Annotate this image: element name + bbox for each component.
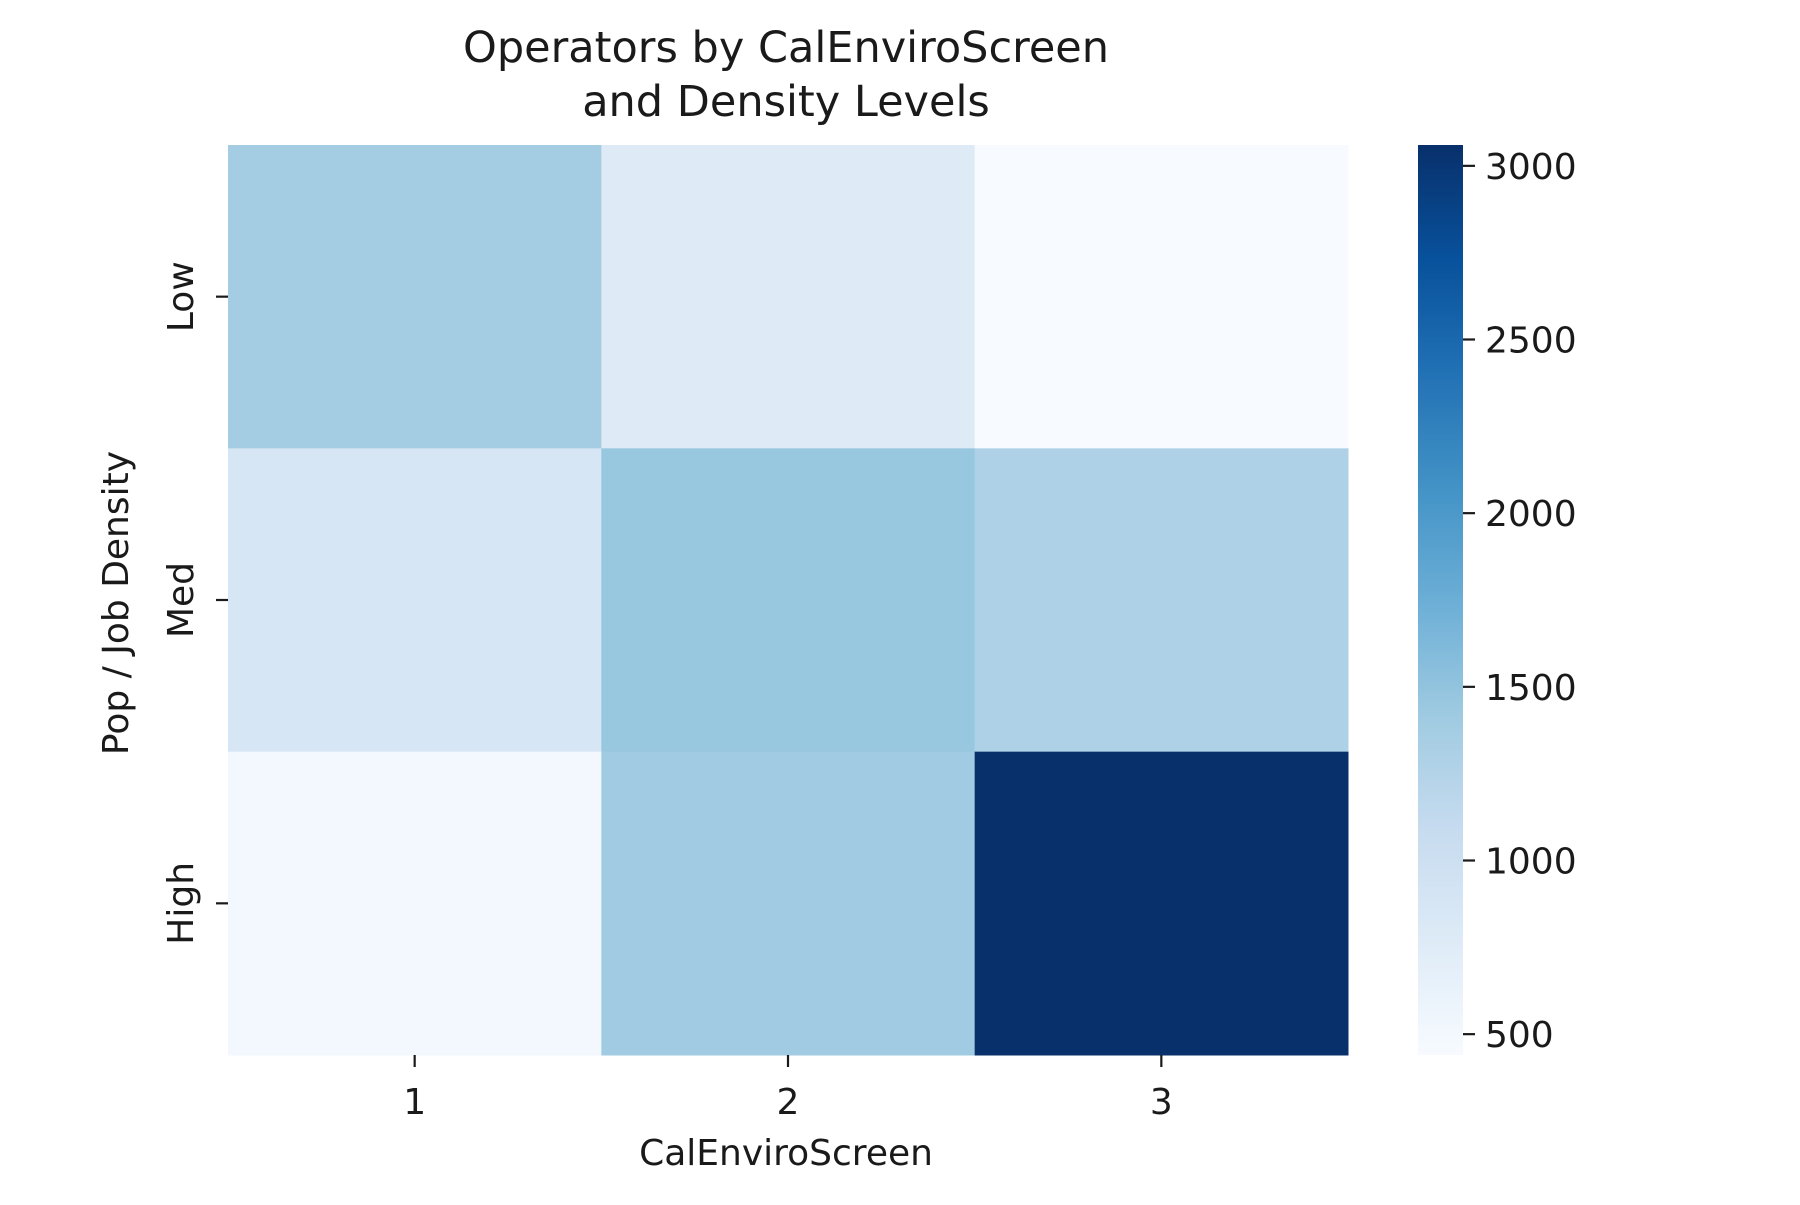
y-axis: Low Med High <box>161 261 228 945</box>
chart-title-line-2: and Density Levels <box>582 77 990 127</box>
y-axis-label: Pop / Job Density <box>96 451 137 755</box>
colorbar-tick-label-2000: 2000 <box>1485 494 1577 535</box>
heatmap-cell-med-3 <box>974 448 1349 753</box>
x-tick-label-1: 1 <box>403 1082 426 1123</box>
x-axis-label: CalEnviroScreen <box>639 1133 933 1174</box>
colorbar: 500 1000 1500 2000 2500 3000 <box>1418 145 1577 1056</box>
heatmap-cell-low-2 <box>601 145 976 449</box>
y-tick-label-low: Low <box>161 261 202 332</box>
heatmap-cell-high-1 <box>228 751 602 1056</box>
colorbar-tick-label-1000: 1000 <box>1485 841 1577 882</box>
colorbar-tick-label-2500: 2500 <box>1485 321 1577 362</box>
heatmap-cell-low-1 <box>228 145 602 449</box>
heatmap-cell-high-2 <box>601 751 976 1056</box>
heatmap-cells <box>228 145 1349 1056</box>
chart-title: Operators by CalEnviroScreen and Density… <box>463 23 1109 127</box>
x-tick-label-3: 3 <box>1150 1082 1173 1123</box>
heatmap-cell-med-1 <box>228 448 602 753</box>
x-axis: 1 2 3 <box>403 1055 1173 1123</box>
chart-title-line-1: Operators by CalEnviroScreen <box>463 23 1109 73</box>
colorbar-tick-label-500: 500 <box>1485 1015 1554 1056</box>
colorbar-tick-label-1500: 1500 <box>1485 668 1577 709</box>
colorbar-tick-label-3000: 3000 <box>1485 147 1577 188</box>
heatmap-cell-med-2 <box>601 448 976 753</box>
x-tick-label-2: 2 <box>777 1082 800 1123</box>
y-tick-label-med: Med <box>161 562 202 638</box>
colorbar-gradient <box>1418 145 1463 1055</box>
heatmap-cell-low-3 <box>974 145 1349 449</box>
heatmap-cell-high-3 <box>974 751 1349 1056</box>
y-tick-label-high: High <box>161 862 202 945</box>
